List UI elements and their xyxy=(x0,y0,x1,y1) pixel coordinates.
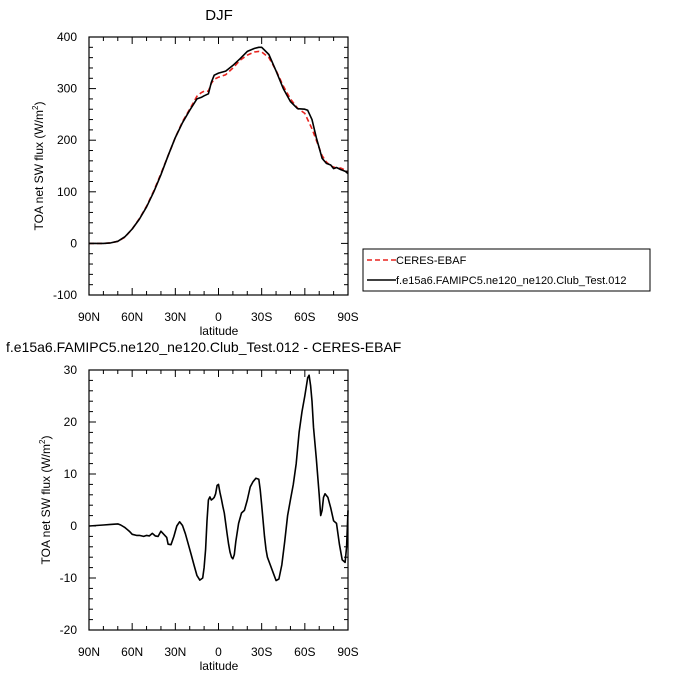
top-y-tick-label: 0 xyxy=(70,236,77,250)
top-y-tick-label: 300 xyxy=(57,82,77,96)
bottom-y-tick-labels: -20 -10 0 10 20 30 xyxy=(60,363,78,637)
top-x-tick-label: 60S xyxy=(294,310,315,324)
top-y-axis-label-superscript: 2 xyxy=(31,105,40,110)
top-x-tick-label: 30N xyxy=(164,310,186,324)
bottom-y-axis-label-close: ) xyxy=(39,436,53,440)
bottom-x-axis-label: latitude xyxy=(200,659,239,673)
top-y-axis-label-main: TOA net SW flux (W/m xyxy=(32,110,46,230)
bottom-series-line-model xyxy=(88,374,349,582)
bottom-y-tick-label: 10 xyxy=(64,467,78,481)
bottom-y-axis-label-superscript: 2 xyxy=(38,439,47,444)
bottom-y-axis-label-main: TOA net SW flux (W/m xyxy=(39,444,53,564)
top-chart-title: DJF xyxy=(205,7,233,24)
bottom-y-tick-label: -10 xyxy=(60,571,78,585)
top-x-tick-label: 60N xyxy=(121,310,143,324)
bottom-y-tick-label: 0 xyxy=(70,519,77,533)
top-x-tick-label: 90N xyxy=(78,310,100,324)
bottom-series-group xyxy=(88,374,349,582)
top-plot-frame xyxy=(88,36,349,296)
bottom-x-tick-label: 90S xyxy=(337,645,358,659)
bottom-x-tick-label: 60S xyxy=(294,645,315,659)
bottom-x-tick-label: 30S xyxy=(251,645,272,659)
bottom-x-tick-label: 30N xyxy=(164,645,186,659)
bottom-x-tick-label: 0 xyxy=(215,645,222,659)
bottom-x-tick-label: 60N xyxy=(121,645,143,659)
bottom-y-tick-label: 20 xyxy=(64,415,78,429)
top-x-tick-label: 90S xyxy=(337,310,358,324)
top-y-tick-label: 100 xyxy=(57,185,77,199)
bottom-panel: f.e15a6.FAMIPC5.ne120_ne120.Club_Test.01… xyxy=(6,339,401,673)
top-x-tick-label: 30S xyxy=(251,310,272,324)
bottom-chart-title: f.e15a6.FAMIPC5.ne120_ne120.Club_Test.01… xyxy=(6,339,401,355)
bottom-y-axis-label: TOA net SW flux (W/m2) xyxy=(38,436,53,565)
bottom-x-tick-label: 90N xyxy=(78,645,100,659)
top-y-tick-label: 200 xyxy=(57,133,77,147)
legend-box xyxy=(362,248,651,292)
top-x-tick-labels: 90N 60N 30N 0 30S 60S 90S xyxy=(78,310,359,324)
top-x-tick-label: 0 xyxy=(215,310,222,324)
top-y-tick-label: -100 xyxy=(53,288,77,302)
legend-label-ceres: CERES-EBAF xyxy=(396,255,467,267)
top-y-axis-label: TOA net SW flux (W/m2) xyxy=(31,102,46,231)
bottom-plot-frame xyxy=(88,369,349,631)
top-y-axis-label-close: ) xyxy=(32,102,46,106)
bottom-y-tick-label: -20 xyxy=(60,623,78,637)
top-x-axis-label: latitude xyxy=(200,324,239,338)
top-y-tick-labels: -100 0 100 200 300 400 xyxy=(53,30,77,302)
top-panel: DJF 90N 60N 30N 0 30S 60S 90S -100 0 100 200 300 40… xyxy=(31,7,359,338)
legend-label-model: f.e15a6.FAMIPC5.ne120_ne120.Club_Test.01… xyxy=(396,275,627,287)
bottom-y-tick-label: 30 xyxy=(64,363,78,377)
top-series-line-model xyxy=(89,46,349,245)
top-series-group xyxy=(89,46,349,245)
bottom-x-tick-labels: 90N 60N 30N 0 30S 60S 90S xyxy=(78,645,359,659)
top-y-tick-label: 400 xyxy=(57,30,77,44)
legend: CERES-EBAF f.e15a6.FAMIPC5.ne120_ne120.C… xyxy=(362,248,651,292)
